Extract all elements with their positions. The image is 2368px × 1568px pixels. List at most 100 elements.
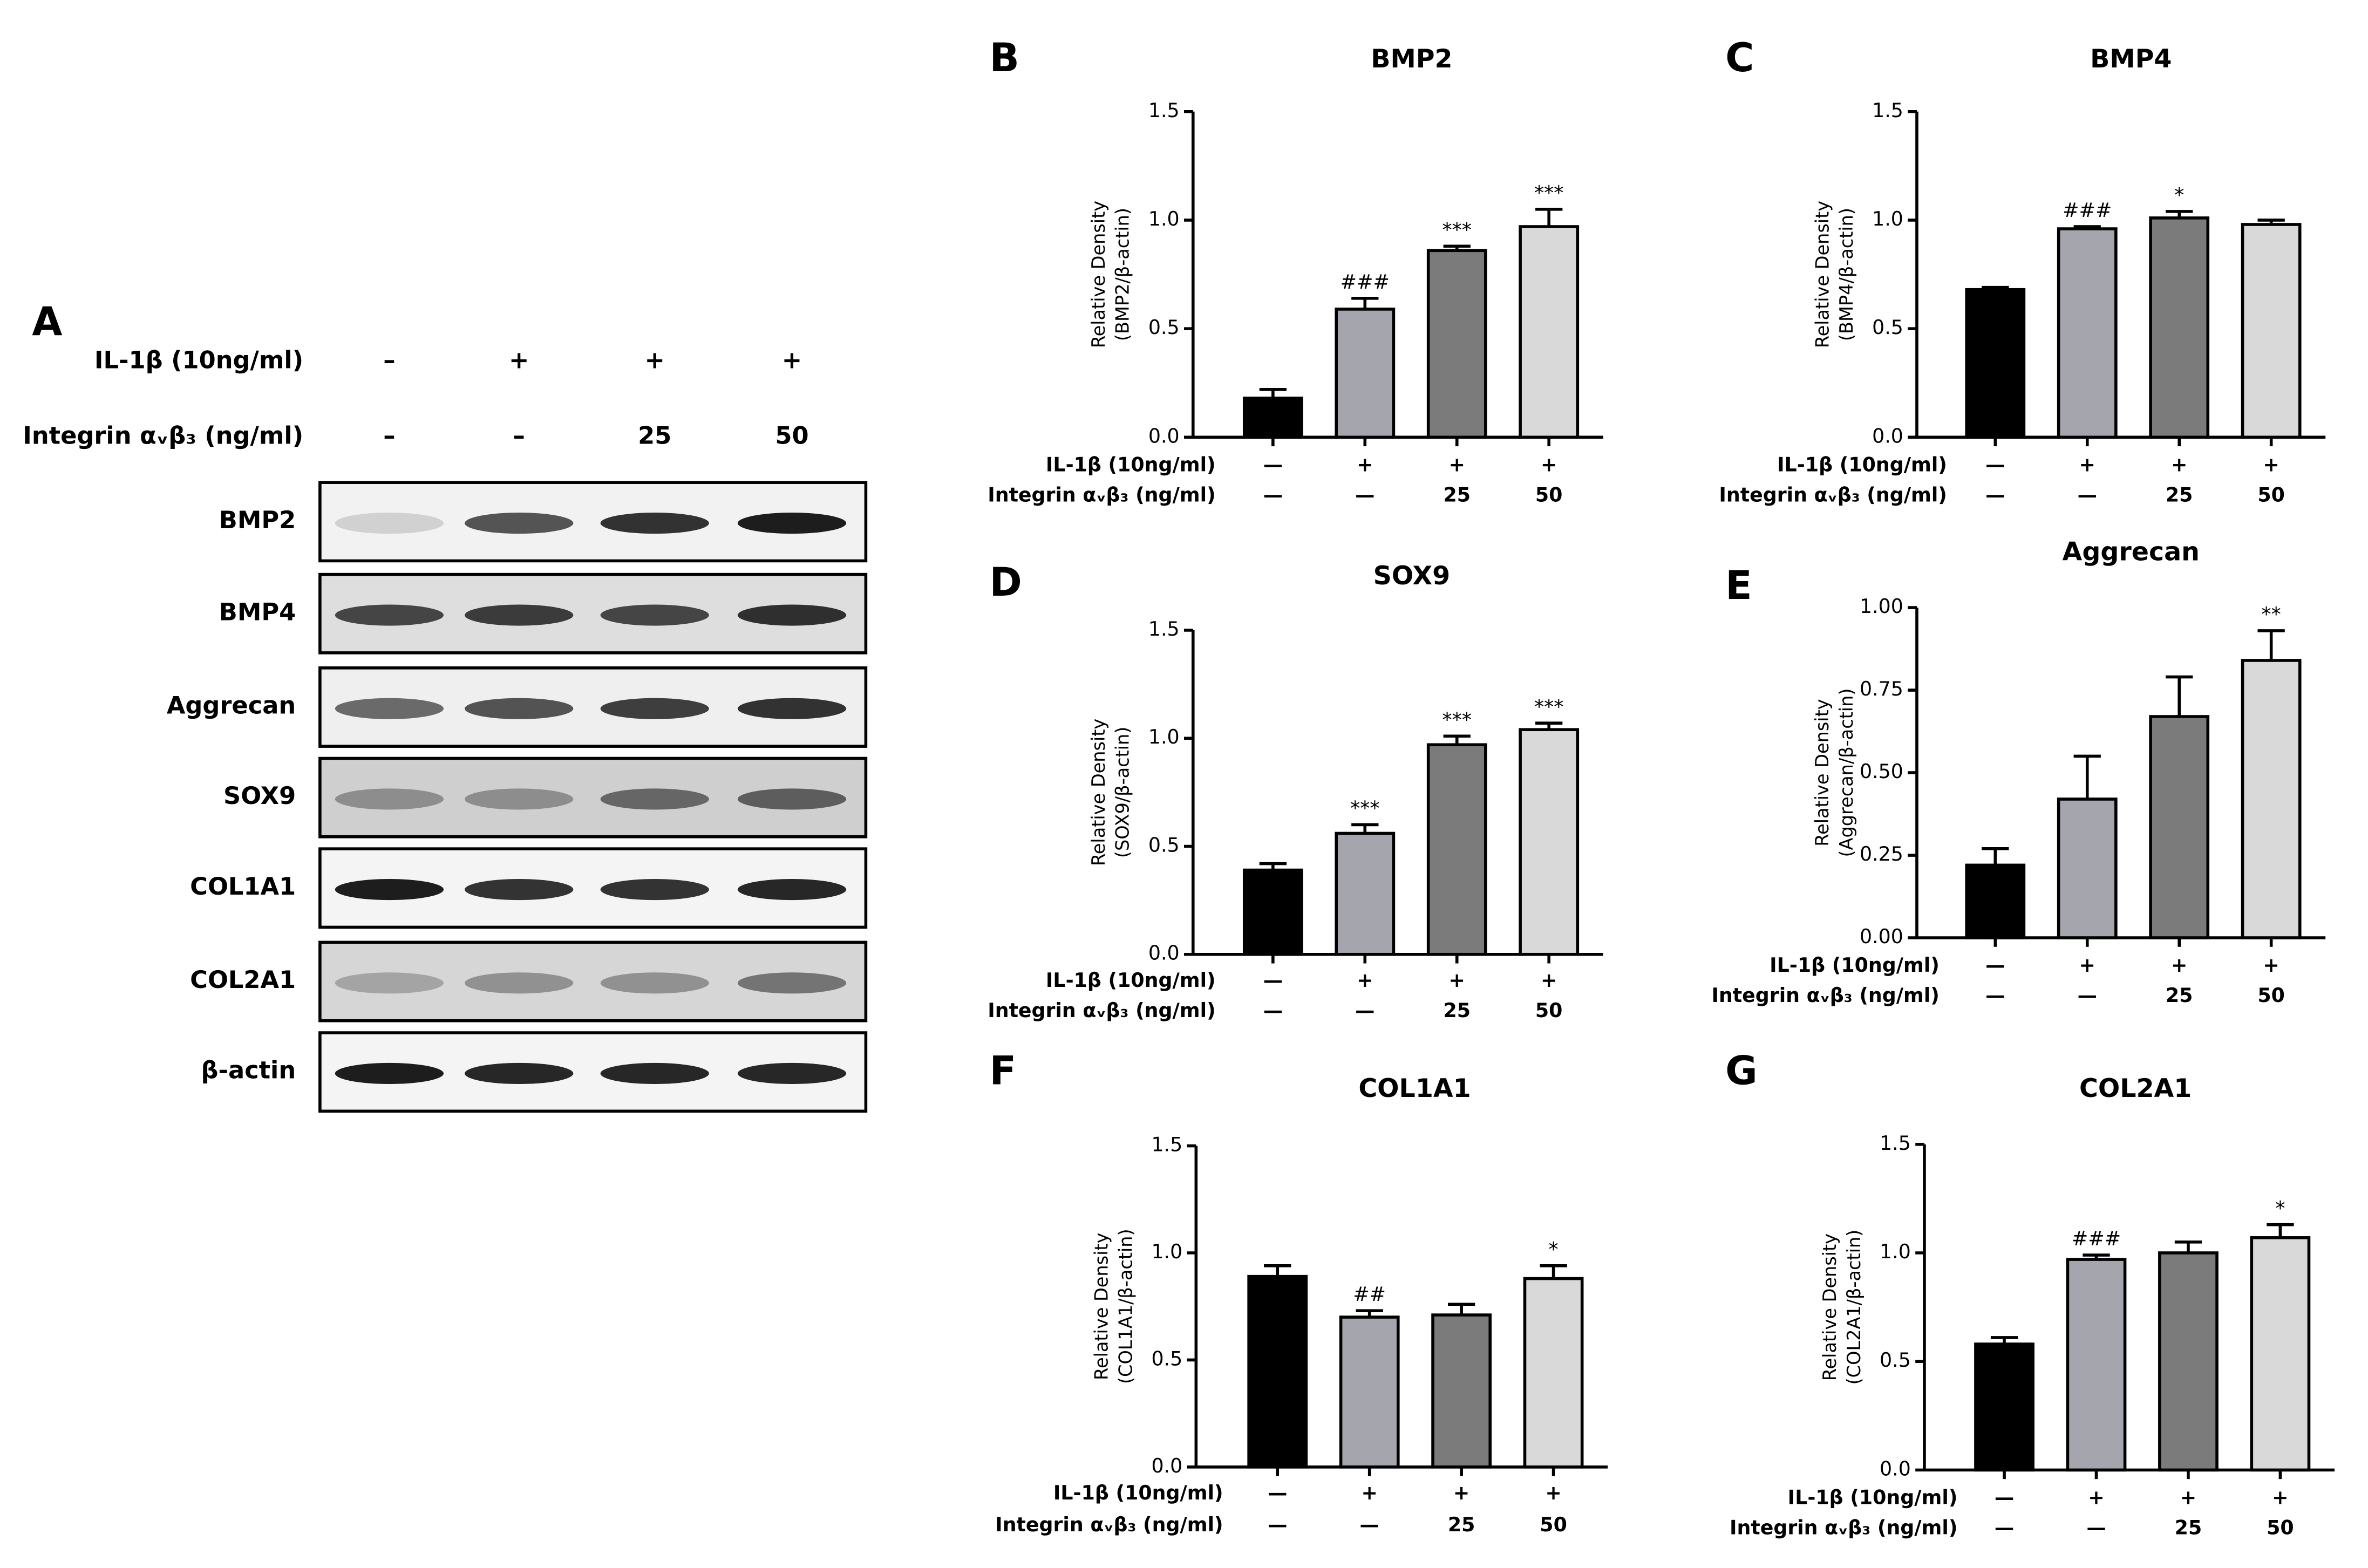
blot-band [600, 698, 709, 719]
significance: *** [1534, 181, 1563, 204]
band-label: β-actin [201, 1056, 296, 1085]
blot-band [600, 788, 709, 810]
y-axis-label: Relative Density [1091, 1233, 1112, 1380]
band-label: SOX9 [223, 782, 296, 810]
y-tick-label: 0.5 [1880, 1348, 1911, 1372]
y-axis-label: (SOX9/β-actin) [1112, 727, 1133, 858]
chart-title: BMP2 [1371, 44, 1452, 74]
row-value: + [509, 346, 529, 374]
bar [1519, 225, 1580, 439]
y-tick-label: 1.0 [1151, 1240, 1182, 1263]
row-value: 50 [775, 421, 808, 449]
row-value: + [2263, 453, 2279, 476]
y-tick-label: 1.5 [1151, 1133, 1182, 1156]
blot-band [465, 879, 574, 901]
row-value: — [1985, 984, 2005, 1007]
blot-band [737, 788, 847, 810]
chart-title: BMP4 [2090, 44, 2172, 74]
row-value: 25 [1443, 999, 1471, 1022]
blot-band [465, 788, 574, 810]
y-tick-label: 0.0 [1151, 1454, 1182, 1477]
row-value: 50 [1535, 999, 1563, 1022]
significance: ### [1340, 270, 1390, 294]
row-value: 50 [1535, 483, 1563, 506]
row-value: — [1995, 1485, 2014, 1509]
blot-band [335, 788, 444, 810]
bar [1965, 288, 2026, 439]
blot-band [335, 972, 444, 994]
blot-band [465, 513, 574, 534]
row-label: IL-1β (10ng/ml) [1053, 1481, 1223, 1504]
row-value: — [1268, 1481, 1287, 1504]
significance: ** [2261, 603, 2281, 626]
band-label: Aggrecan [167, 691, 296, 719]
panel-letter: E [1725, 563, 1752, 609]
row-value: 50 [1540, 1513, 1567, 1536]
row-value: + [1357, 969, 1373, 992]
row-value: 25 [2166, 984, 2193, 1007]
row-value: + [1357, 453, 1373, 476]
bar [1335, 831, 1396, 956]
row-value: + [2079, 953, 2095, 977]
band-label: BMP4 [219, 598, 296, 626]
bar [2149, 715, 2210, 939]
significance: * [2275, 1197, 2285, 1220]
row-value: + [1453, 1481, 1469, 1504]
row-value: – [513, 421, 525, 449]
significance: * [2174, 183, 2184, 207]
bar [2158, 1251, 2219, 1472]
row-value: — [1263, 999, 1283, 1022]
bar [2250, 1236, 2311, 1472]
blot-band [465, 972, 574, 994]
row-label: Integrin αᵥβ₃ (ng/ml) [995, 1513, 1223, 1536]
row-value: 25 [1443, 483, 1471, 506]
y-tick-label: 1.5 [1872, 99, 1903, 122]
panel-letter: C [1725, 36, 1754, 81]
row-label: Integrin αᵥβ₃ (ng/ml) [23, 421, 303, 449]
row-value: 25 [2166, 483, 2193, 506]
blot-band [335, 513, 444, 534]
row-label: IL-1β (10ng/ml) [1777, 453, 1947, 476]
bar [1339, 1315, 1400, 1469]
y-tick-label: 0.0 [1880, 1457, 1911, 1480]
y-tick-label: 1.0 [1880, 1240, 1911, 1263]
significance: ## [1353, 1283, 1386, 1306]
y-tick-label: 0.0 [1148, 424, 1180, 447]
bar [1426, 743, 1487, 956]
row-value: + [782, 346, 802, 374]
blot-band [335, 698, 444, 719]
row-value: + [2088, 1485, 2104, 1509]
y-tick-label: 0.5 [1151, 1347, 1182, 1370]
row-label: IL-1β (10ng/ml) [1046, 969, 1216, 992]
blot-band [737, 698, 847, 719]
row-label: IL-1β (10ng/ml) [94, 346, 303, 374]
row-value: + [1361, 1481, 1377, 1504]
row-value: — [1985, 483, 2005, 506]
blot-band [600, 1062, 709, 1085]
blot-band [465, 698, 574, 719]
y-axis-label: Relative Density [1812, 201, 1833, 348]
row-value: 50 [2267, 1516, 2294, 1539]
bar [1335, 308, 1396, 439]
significance: *** [1442, 708, 1472, 731]
y-axis-label: Relative Density [1088, 719, 1109, 866]
row-value: + [1545, 1481, 1561, 1504]
row-label: Integrin αᵥβ₃ (ng/ml) [1711, 984, 1939, 1007]
row-value: — [1268, 1513, 1287, 1536]
row-value: + [2171, 953, 2187, 977]
bar [1974, 1342, 2034, 1472]
row-label: IL-1β (10ng/ml) [1770, 953, 1940, 977]
bar [2241, 223, 2302, 439]
y-tick-label: 0.75 [1860, 677, 1903, 700]
blot-band [737, 879, 847, 901]
y-tick-label: 0.0 [1872, 424, 1903, 447]
band-label: COL1A1 [190, 872, 296, 901]
significance: ### [2063, 199, 2112, 222]
bar [1523, 1277, 1584, 1469]
bar [2149, 216, 2210, 439]
y-axis-label: Relative Density [1819, 1233, 1840, 1381]
y-tick-label: 0.00 [1860, 925, 1903, 948]
blot-band [600, 879, 709, 901]
row-value: 25 [1448, 1513, 1475, 1536]
